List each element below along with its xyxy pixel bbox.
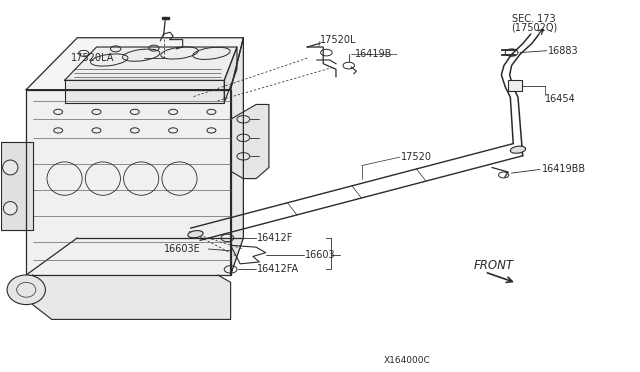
Text: SEC. 173: SEC. 173 [511, 14, 556, 24]
Polygon shape [26, 38, 243, 90]
Ellipse shape [3, 202, 17, 215]
Text: 16454: 16454 [545, 94, 576, 104]
Text: 16412F: 16412F [257, 233, 294, 243]
Text: X164000C: X164000C [384, 356, 431, 365]
Ellipse shape [7, 275, 45, 305]
Text: 16603: 16603 [305, 250, 336, 260]
Polygon shape [1, 141, 33, 231]
Polygon shape [162, 17, 170, 19]
Polygon shape [230, 38, 243, 275]
Polygon shape [65, 80, 224, 103]
Ellipse shape [188, 231, 203, 238]
Ellipse shape [510, 146, 525, 153]
Text: (17502Q): (17502Q) [511, 22, 558, 32]
Polygon shape [65, 47, 237, 80]
Text: 17520: 17520 [401, 152, 431, 162]
Ellipse shape [3, 160, 18, 175]
Polygon shape [26, 90, 230, 275]
Polygon shape [230, 105, 269, 179]
Text: 16419BB: 16419BB [542, 164, 586, 174]
Text: 16412FA: 16412FA [257, 264, 300, 275]
Text: 16419B: 16419B [355, 49, 392, 60]
Text: 16883: 16883 [548, 46, 579, 56]
Text: 17520L: 17520L [320, 35, 356, 45]
Polygon shape [224, 47, 237, 103]
Text: 17520LA: 17520LA [71, 53, 115, 63]
Text: 16603E: 16603E [164, 244, 200, 254]
Text: FRONT: FRONT [473, 259, 513, 272]
Polygon shape [33, 275, 230, 320]
Bar [508, 80, 522, 92]
